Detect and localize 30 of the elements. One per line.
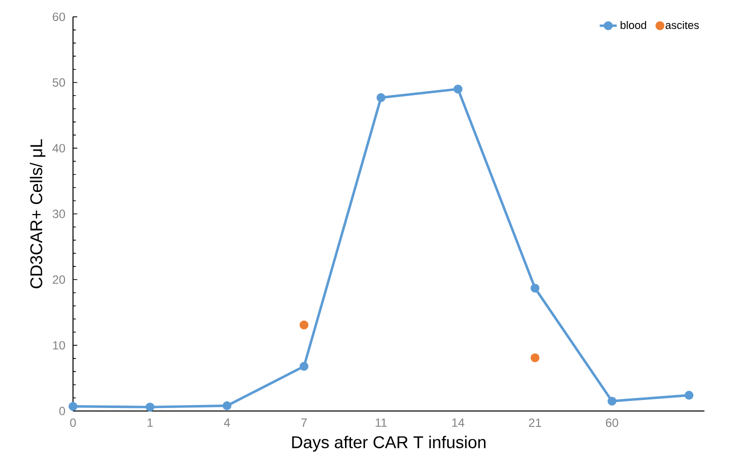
legend-label: blood (620, 20, 646, 30)
point (68, 402, 78, 411)
y-tick-label: 10 (53, 341, 66, 350)
point (222, 401, 232, 410)
point (530, 353, 540, 362)
point (454, 84, 462, 94)
x-tick-label: 60 (606, 418, 618, 427)
x-tick-label: 21 (528, 418, 542, 427)
x-tick-label: 11 (376, 418, 387, 427)
y-tick-label: 40 (52, 144, 66, 152)
point (300, 320, 308, 330)
x-tick-label: 4 (224, 418, 230, 427)
x-axis-title: Days after CAR T infusion (292, 436, 486, 452)
y-tick-label: 50 (52, 78, 66, 87)
point (300, 362, 308, 371)
point (146, 402, 154, 412)
x-tick-label: 14 (452, 418, 464, 427)
x-tick-label: 7 (301, 418, 307, 427)
point (608, 396, 616, 406)
x-tick-label: 1 (148, 418, 153, 427)
x-tick-label: 0 (70, 418, 76, 427)
point (684, 390, 694, 400)
legend-label: ascites (666, 20, 699, 30)
point (530, 284, 540, 293)
y-tick-label: 20 (52, 275, 66, 284)
y-tick-label: 60 (52, 12, 66, 22)
y-tick-label: 0 (59, 406, 66, 416)
point (376, 93, 386, 102)
y-axis-title: CD3CAR+ Cells/ μL (30, 139, 46, 288)
y-tick-label: 30 (52, 210, 66, 218)
